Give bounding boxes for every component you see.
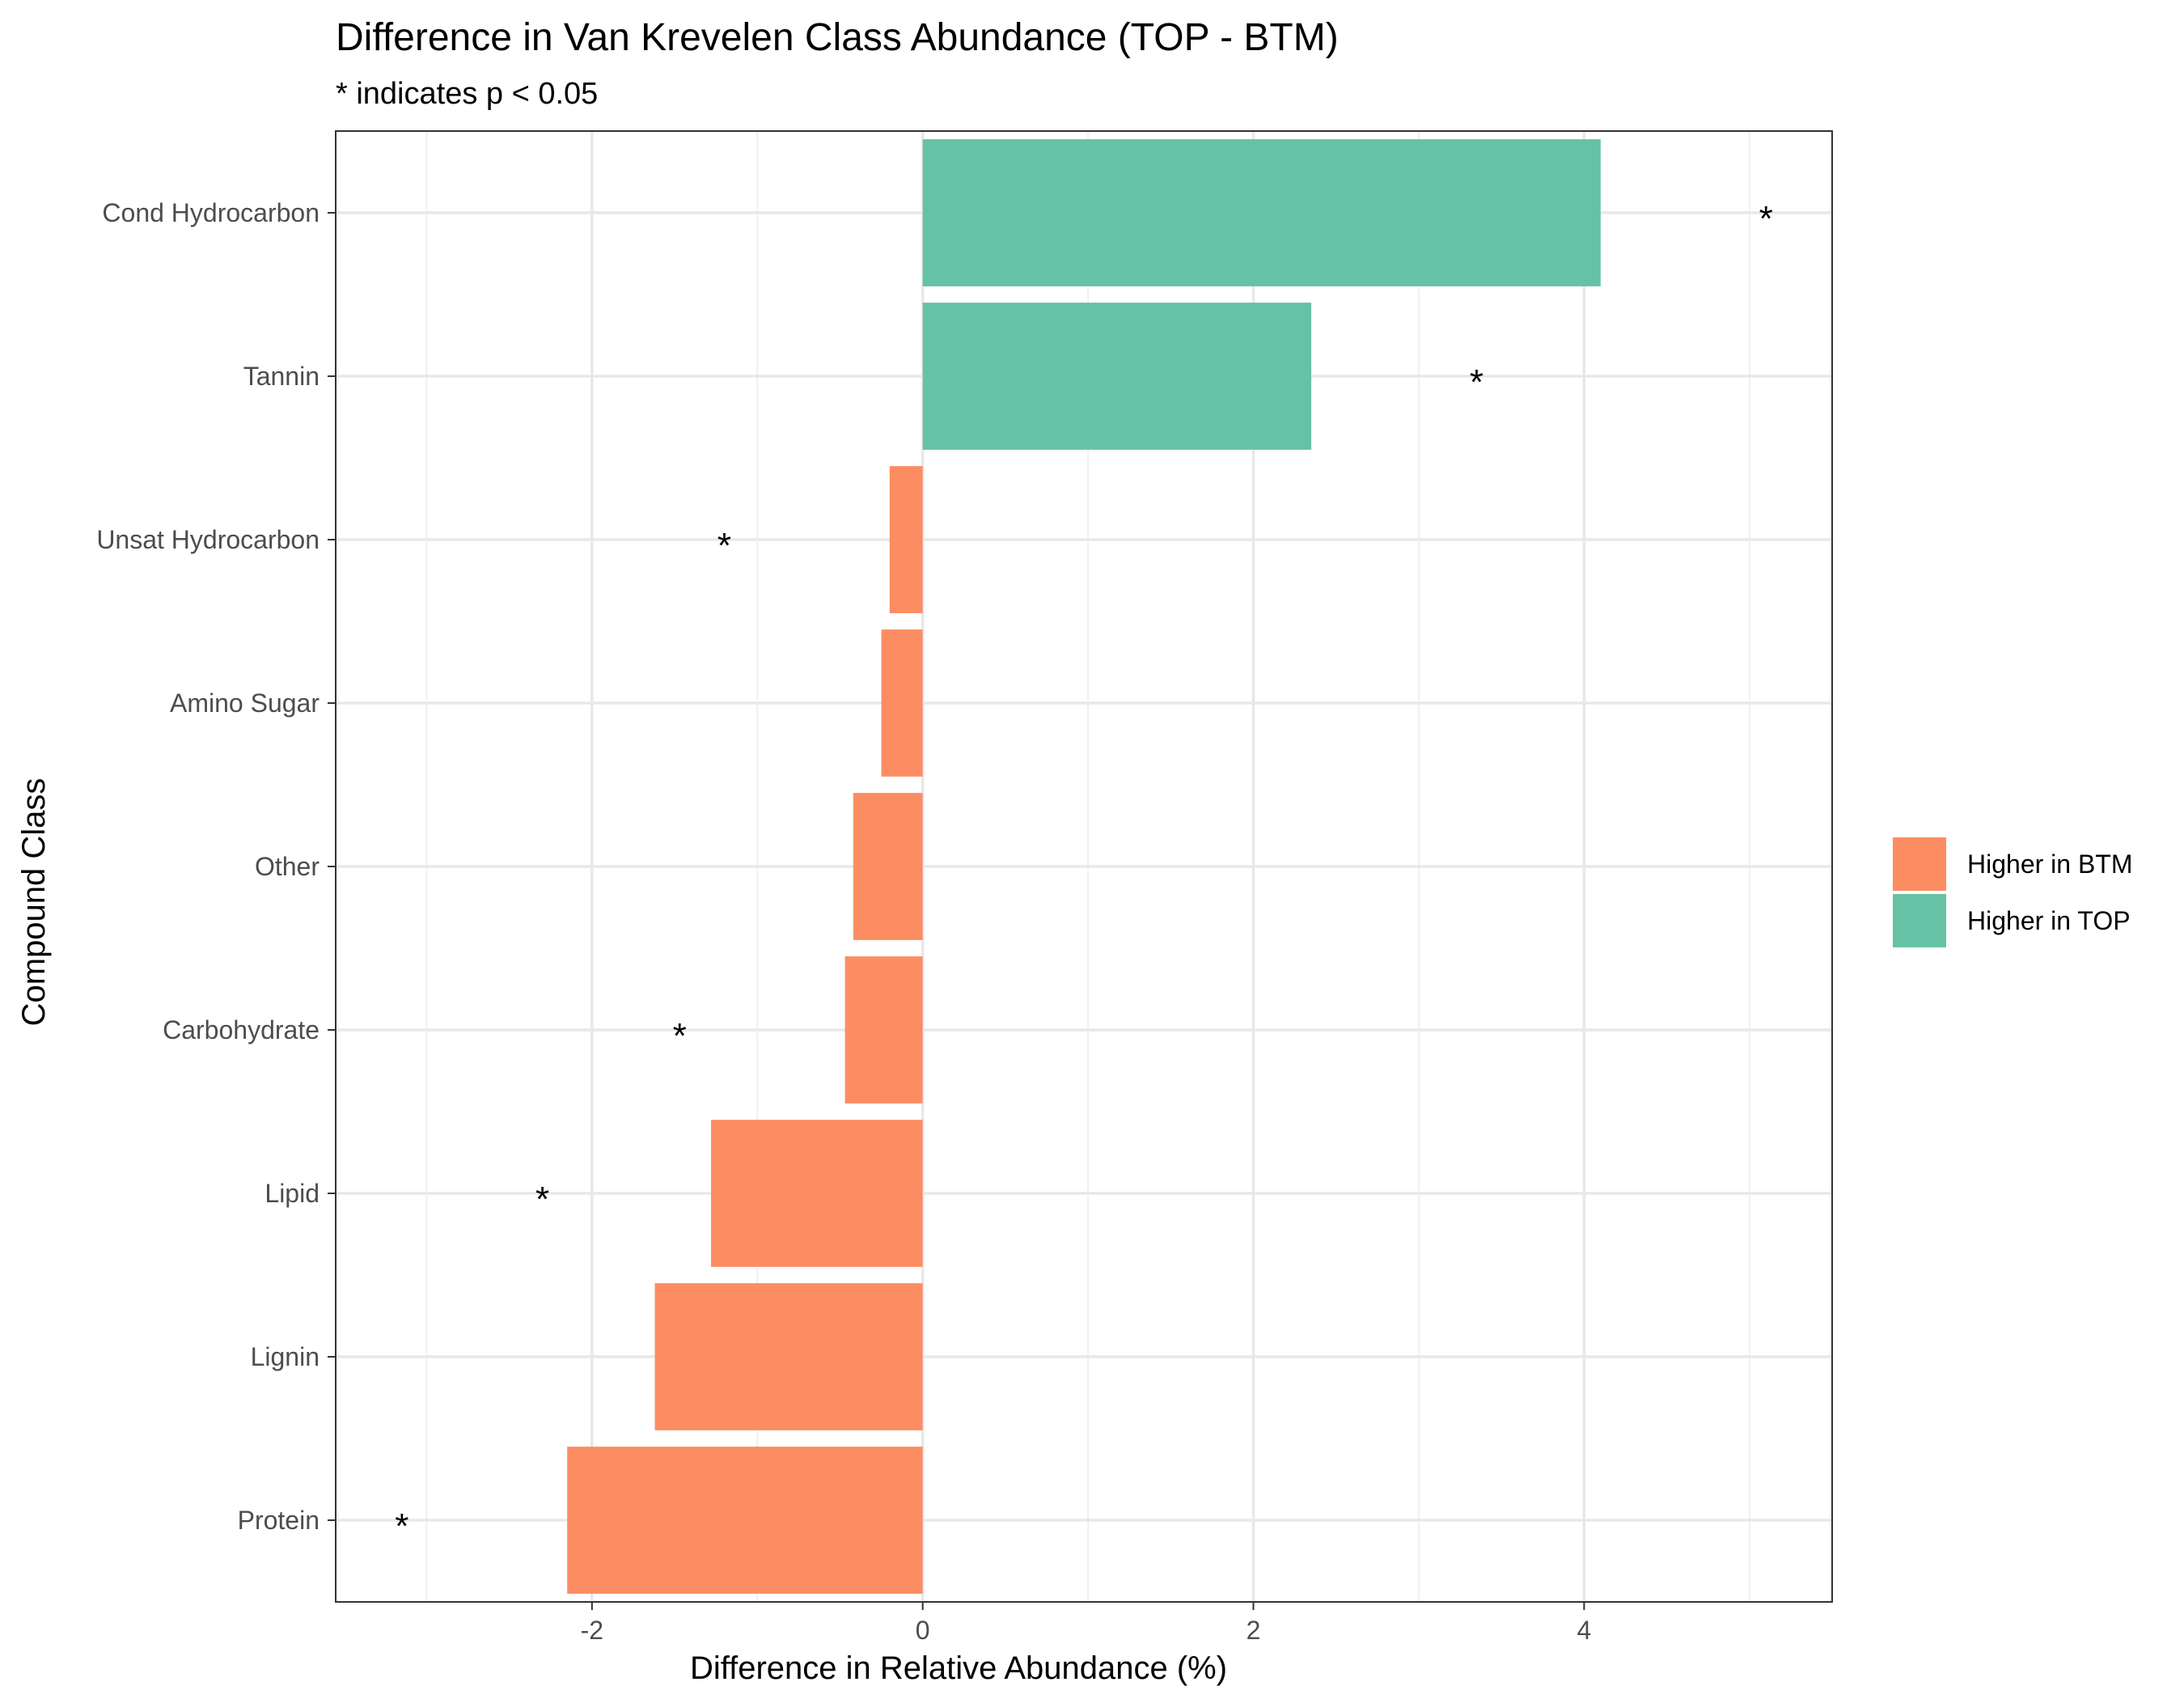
significance-star: * [1470,362,1484,402]
bar-lignin [654,1283,923,1430]
x-tick-label: -2 [581,1616,603,1645]
chart-title: Difference in Van Krevelen Class Abundan… [336,16,1339,59]
bar-cond-hydrocarbon [922,139,1601,286]
bar-tannin [922,303,1312,450]
y-axis-ticks: Cond Hydrocarbon Tannin Unsat Hydrocarbon A… [96,198,336,1535]
significance-markers: * * * * * * [395,199,1773,1546]
bar-amino-sugar [881,629,923,777]
y-tick-label: Protein [238,1506,320,1535]
bar-carbohydrate [844,956,923,1104]
significance-star: * [535,1180,549,1219]
grid [336,131,1832,1602]
y-tick-label: Tannin [243,362,320,391]
bar-unsat-hydrocarbon [889,466,923,613]
significance-star: * [717,526,731,566]
y-tick-label: Unsat Hydrocarbon [96,525,320,554]
y-tick-label: Other [255,852,320,881]
significance-star: * [395,1506,408,1546]
x-tick-label: 0 [916,1616,930,1645]
bar-other [853,793,923,940]
chart-subtitle: * indicates p < 0.05 [336,77,598,111]
legend-label: Higher in BTM [1967,850,2133,879]
legend-label: Higher in TOP [1967,906,2131,935]
y-tick-label: Carbohydrate [163,1015,320,1044]
bars [567,139,1601,1594]
x-tick-label: 4 [1577,1616,1591,1645]
y-tick-label: Amino Sugar [170,688,320,718]
significance-star: * [673,1016,687,1056]
bar-lipid [711,1120,923,1267]
legend-swatch [1893,894,1946,947]
x-axis-ticks: -2 0 2 4 [581,1602,1591,1645]
bar-protein [567,1447,923,1594]
y-axis-title: Compound Class [16,778,52,1027]
x-tick-label: 2 [1246,1616,1261,1645]
legend-swatch [1893,837,1946,891]
y-tick-label: Cond Hydrocarbon [102,198,320,227]
x-axis-title: Difference in Relative Abundance (%) [690,1650,1227,1686]
y-tick-label: Lipid [265,1179,320,1208]
legend: Higher in BTM Higher in TOP [1893,837,2133,947]
significance-star: * [1759,199,1773,239]
y-tick-label: Lignin [251,1342,320,1371]
